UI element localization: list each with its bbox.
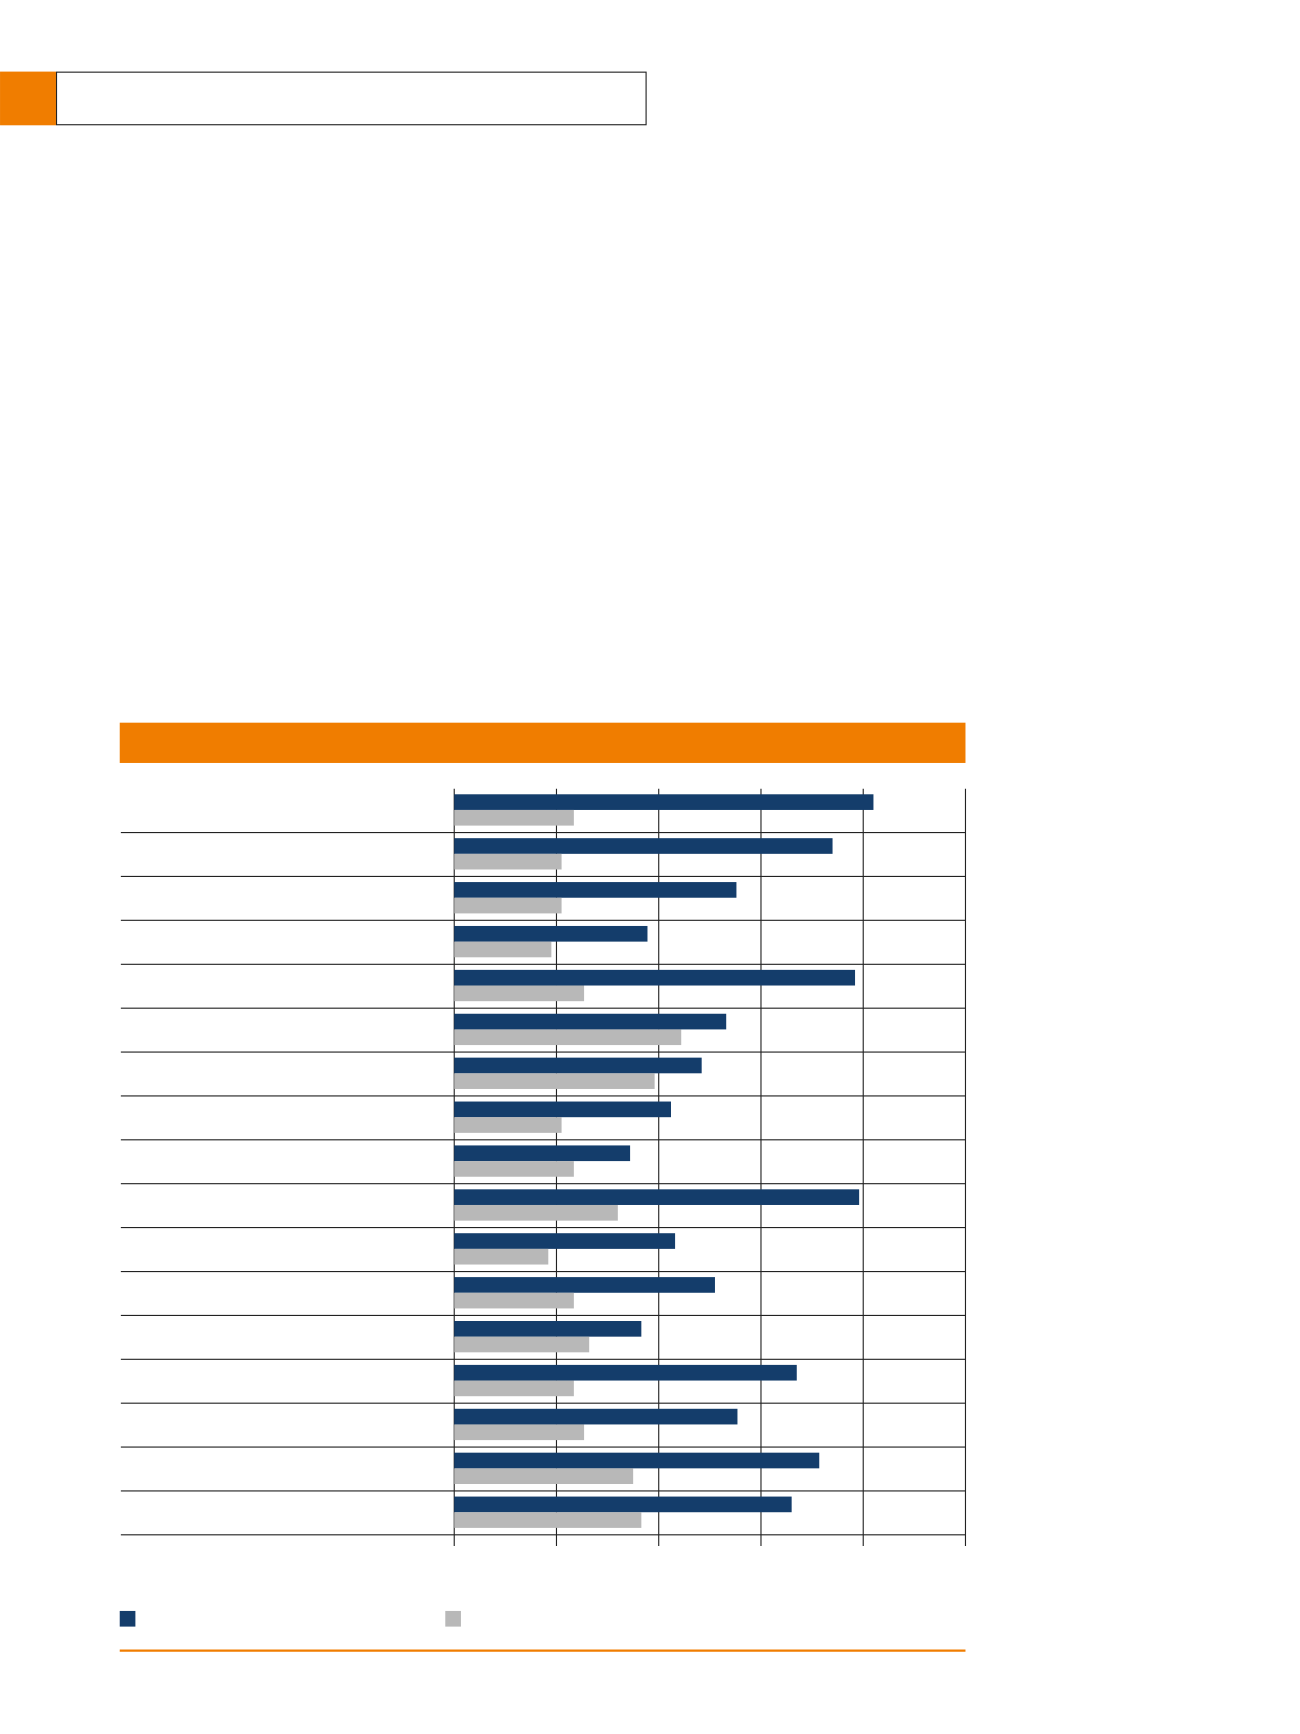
bar — [454, 1320, 642, 1337]
section-box — [55, 71, 647, 126]
bar — [454, 1408, 738, 1425]
bar — [454, 1277, 715, 1293]
bar — [454, 1512, 642, 1528]
bar — [454, 853, 562, 870]
bar — [454, 1452, 820, 1469]
bar — [454, 1292, 574, 1309]
bar — [454, 969, 856, 986]
bar — [454, 1233, 676, 1249]
bar — [454, 794, 874, 810]
bar — [454, 1013, 727, 1030]
bar — [454, 1380, 574, 1397]
bar — [454, 1189, 860, 1205]
bar — [454, 925, 648, 942]
bar — [454, 1248, 549, 1265]
section-marker — [0, 71, 56, 126]
bar — [454, 1468, 634, 1485]
bar — [454, 1057, 702, 1074]
bar — [454, 1424, 585, 1441]
bar — [454, 1101, 671, 1118]
bar — [454, 1204, 618, 1221]
bar — [454, 1496, 792, 1513]
bar — [454, 882, 737, 898]
bar — [454, 1029, 682, 1046]
legend-swatch — [119, 1610, 136, 1627]
bar — [454, 1364, 797, 1381]
bar — [454, 1336, 590, 1353]
chart-header-bar — [119, 722, 966, 763]
bar — [454, 1117, 562, 1133]
bar — [454, 1161, 574, 1177]
bar — [454, 1145, 631, 1162]
bar — [454, 897, 562, 914]
bar — [454, 985, 585, 1002]
bar — [454, 809, 574, 826]
bar — [454, 838, 833, 854]
bar — [454, 1073, 655, 1089]
legend-swatch — [445, 1610, 461, 1627]
bar — [454, 941, 552, 958]
